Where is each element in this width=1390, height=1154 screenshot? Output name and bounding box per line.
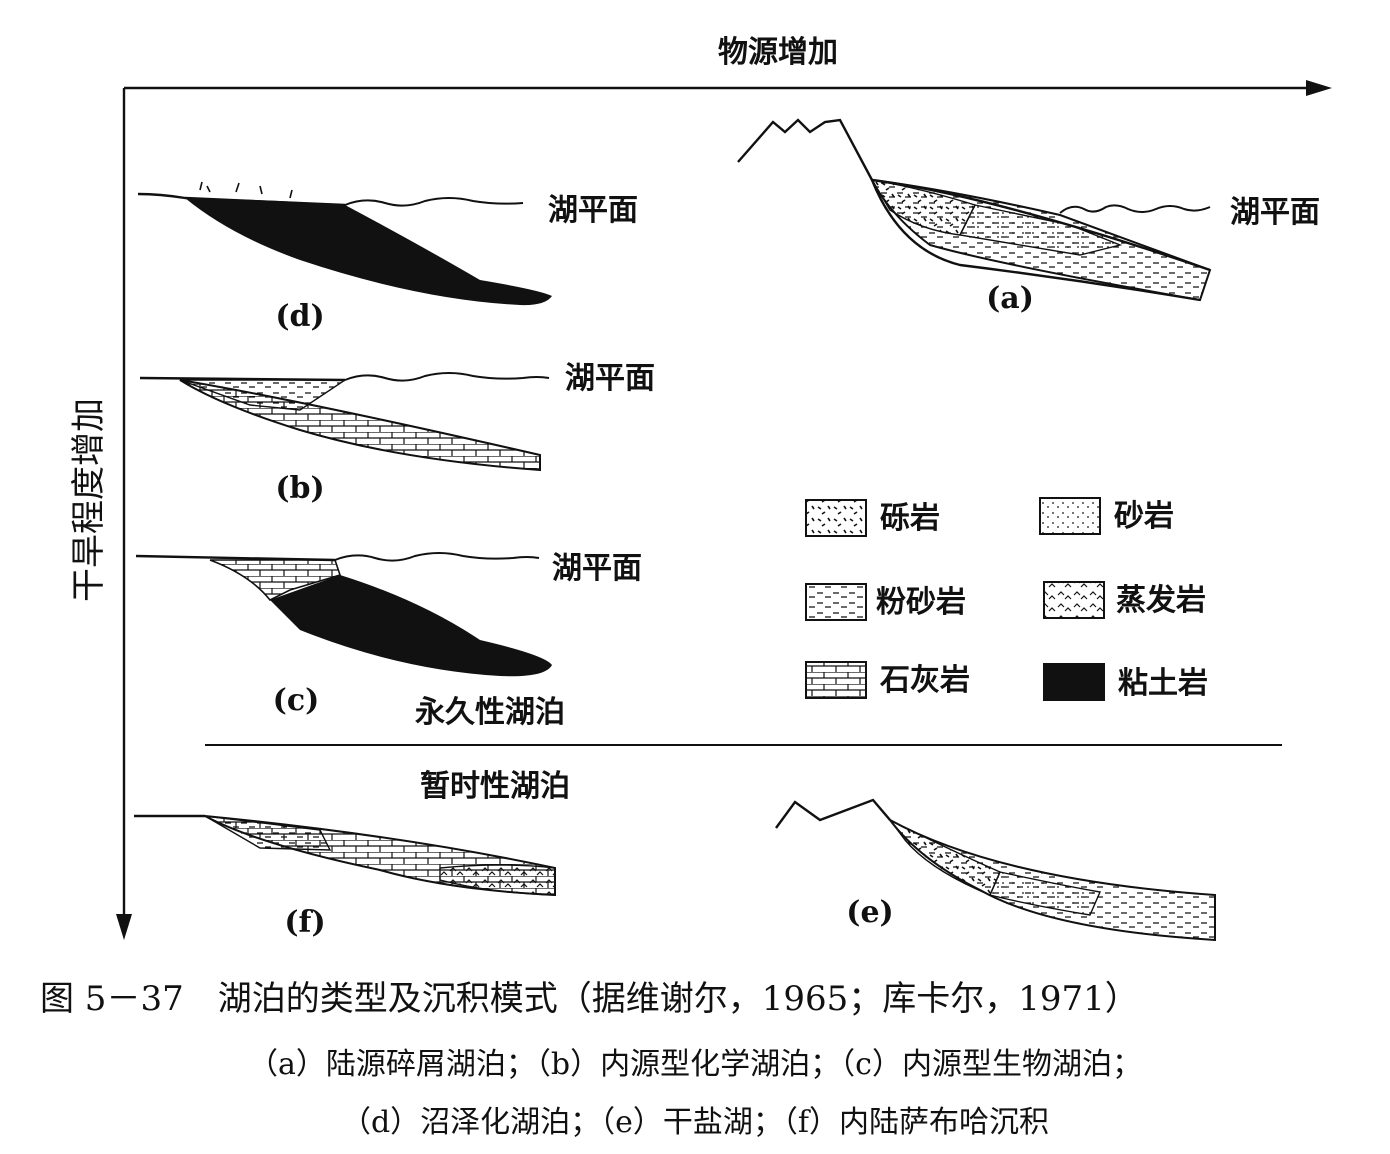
figure-caption-line-2: （d）沼泽化湖泊；（e）干盐湖；（f）内陆萨布哈沉积	[341, 1105, 1049, 1140]
figure-caption-title: 图 5－37 湖泊的类型及沉积模式（据维谢尔，1965；库卡尔，1971）	[40, 979, 1139, 1019]
figure-caption-line-1: （a）陆源碎屑湖泊；（b）内源型化学湖泊；（c）内源型生物湖泊；	[248, 1047, 1142, 1082]
y-axis-label: 干旱程度增加	[69, 398, 109, 602]
legend-label-evaporite: 蒸发岩	[1116, 583, 1206, 618]
panel-e: (e)	[775, 798, 1216, 942]
panel-a: 湖平面 (a)	[737, 118, 1320, 316]
legend-label-conglomerate: 砾岩	[880, 501, 940, 536]
panel-c: 湖平面 (c)	[135, 551, 642, 718]
x-axis-label: 物源增加	[718, 35, 838, 70]
legend-label-limestone: 石灰岩	[879, 663, 970, 698]
legend-item-siltstone: 粉砂岩	[805, 583, 966, 621]
temporary-lake-label: 暂时性湖泊	[420, 769, 570, 804]
panel-d: 湖平面 (d)	[137, 181, 638, 334]
legend: 砾岩 砂岩 粉砂岩 蒸发岩 石灰岩 粘土岩	[805, 497, 1208, 701]
legend-item-evaporite: 蒸发岩	[1043, 581, 1206, 619]
panel-label-e: (e)	[846, 895, 893, 930]
panel-label-b: (b)	[275, 471, 324, 506]
panel-label-c: (c)	[273, 683, 320, 718]
legend-label-siltstone: 粉砂岩	[876, 585, 966, 620]
legend-item-sandstone: 砂岩	[1039, 497, 1174, 535]
legend-item-limestone: 石灰岩	[805, 661, 970, 699]
panel-b: 湖平面 (b)	[139, 361, 655, 506]
lake-level-label-a: 湖平面	[1230, 195, 1320, 230]
panel-label-f: (f)	[284, 905, 325, 940]
panel-label-d: (d)	[275, 299, 324, 334]
panel-label-a: (a)	[986, 281, 1034, 316]
panel-f: (f)	[134, 814, 556, 940]
lake-level-label-d: 湖平面	[548, 193, 638, 228]
legend-item-claystone: 粘土岩	[1043, 663, 1208, 701]
x-axis	[124, 80, 1332, 96]
legend-label-claystone: 粘土岩	[1118, 666, 1208, 701]
lake-level-label-c: 湖平面	[552, 551, 642, 586]
permanent-lake-label: 永久性湖泊	[415, 695, 565, 730]
lake-level-label-b: 湖平面	[565, 361, 655, 396]
y-axis	[116, 88, 132, 940]
legend-label-sandstone: 砂岩	[1114, 499, 1174, 534]
legend-item-conglomerate: 砾岩	[805, 499, 940, 537]
